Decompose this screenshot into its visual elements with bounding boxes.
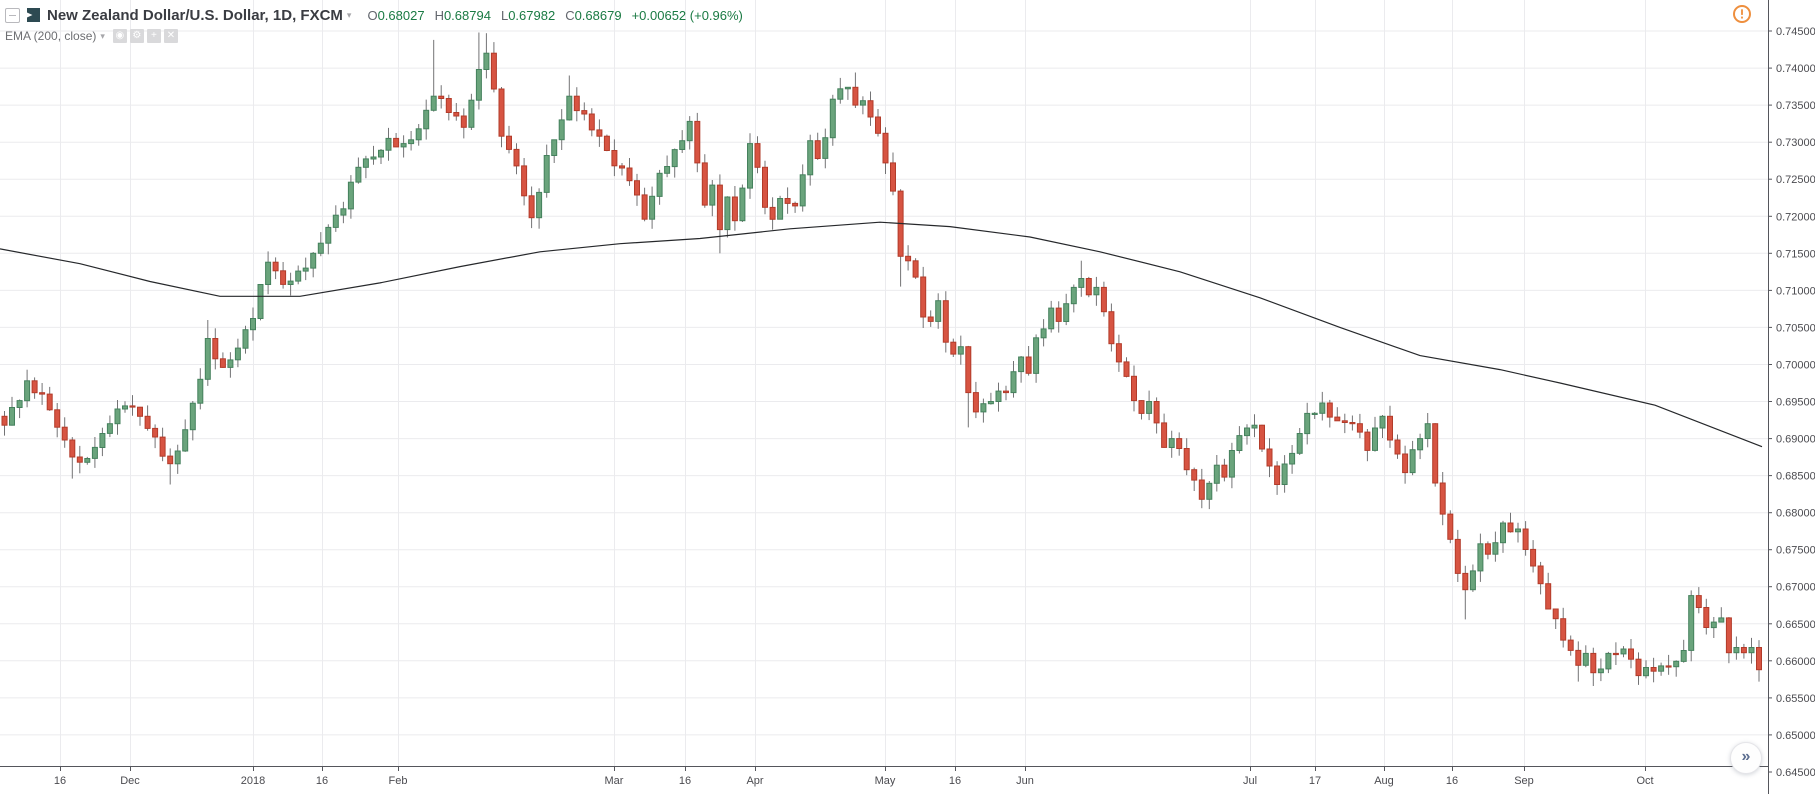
svg-text:May: May (875, 775, 896, 787)
svg-text:0.73500: 0.73500 (1776, 100, 1815, 112)
svg-text:16: 16 (316, 775, 328, 787)
svg-text:Feb: Feb (389, 775, 408, 787)
ema-indicator-label[interactable]: EMA (200, close) (5, 29, 97, 43)
chevron-down-icon[interactable]: ▾ (100, 30, 105, 41)
ema-line (0, 221, 1763, 448)
svg-text:0.68000: 0.68000 (1776, 508, 1815, 520)
open-label: O (367, 7, 378, 23)
high-value: 0.68794 (443, 7, 491, 23)
svg-text:Apr: Apr (746, 775, 763, 787)
close-icon[interactable]: ✕ (163, 29, 178, 43)
svg-text:Oct: Oct (1636, 775, 1653, 787)
svg-text:Sep: Sep (1514, 775, 1534, 787)
svg-text:Jul: Jul (1243, 775, 1257, 787)
low-label: L (500, 7, 509, 23)
open-value: 0.68027 (377, 7, 425, 23)
svg-text:2018: 2018 (241, 775, 265, 787)
time-scale[interactable]: 16 Dec 2018 16 Feb Mar 16 Apr May 16 Jun Jul 17 Aug 16… (54, 766, 1654, 787)
svg-text:Mar: Mar (605, 775, 624, 787)
svg-text:0.71000: 0.71000 (1776, 285, 1815, 297)
svg-text:0.74500: 0.74500 (1776, 26, 1815, 38)
symbol-title[interactable]: New Zealand Dollar/U.S. Dollar, 1D, FXCM (47, 6, 343, 24)
svg-text:0.66500: 0.66500 (1776, 619, 1815, 631)
close-label: C (565, 7, 575, 23)
svg-text:0.72500: 0.72500 (1776, 174, 1815, 186)
alert-icon[interactable] (1732, 4, 1752, 24)
chart-legend: New Zealand Dollar/U.S. Dollar, 1D, FXCM… (5, 5, 743, 45)
svg-text:0.70000: 0.70000 (1776, 360, 1815, 372)
ohlc-values: O 0.68027 H 0.68794 L 0.67982 C 0.68679 +0.0… (367, 8, 742, 23)
gear-icon[interactable]: ⚙ (129, 29, 144, 43)
symbol-legend-row: New Zealand Dollar/U.S. Dollar, 1D, FXCM… (5, 5, 743, 25)
svg-text:16: 16 (949, 775, 961, 787)
svg-text:16: 16 (54, 775, 66, 787)
svg-text:0.64500: 0.64500 (1776, 767, 1815, 779)
change-value: +0.00652 (+0.96%) (631, 7, 743, 23)
svg-text:17: 17 (1309, 775, 1321, 787)
svg-text:0.72000: 0.72000 (1776, 211, 1815, 223)
candles-layer (1, 32, 1762, 686)
svg-text:0.68500: 0.68500 (1776, 471, 1815, 483)
close-value: 0.68679 (574, 7, 622, 23)
instrument-logo-icon (27, 8, 40, 22)
collapse-legend-icon[interactable] (5, 7, 20, 23)
svg-text:0.67500: 0.67500 (1776, 545, 1815, 557)
svg-text:0.67000: 0.67000 (1776, 582, 1815, 594)
axis-borders (0, 0, 1769, 794)
indicator-buttons: ◉ ⚙ + ✕ (112, 29, 181, 43)
chevron-down-icon[interactable]: ▾ (346, 9, 352, 20)
indicator-legend-row: EMA (200, close) ▾ ◉ ⚙ + ✕ (5, 27, 743, 45)
go-to-latest-bar-button[interactable]: » (1730, 742, 1762, 774)
high-label: H (434, 7, 444, 23)
svg-text:0.73000: 0.73000 (1776, 137, 1815, 149)
svg-text:0.65000: 0.65000 (1776, 730, 1815, 742)
svg-text:0.69000: 0.69000 (1776, 434, 1815, 446)
grid-lines (0, 0, 1768, 766)
svg-text:16: 16 (1446, 775, 1458, 787)
svg-text:16: 16 (679, 775, 691, 787)
plus-icon[interactable]: + (146, 29, 161, 43)
eye-icon[interactable]: ◉ (112, 29, 127, 43)
svg-text:Jun: Jun (1016, 775, 1034, 787)
svg-text:0.66000: 0.66000 (1776, 656, 1815, 668)
svg-text:Dec: Dec (120, 775, 140, 787)
svg-text:0.74000: 0.74000 (1776, 63, 1815, 75)
price-scale[interactable]: 0.74500 0.74000 0.73500 0.73000 0.72500 0.720… (1768, 26, 1815, 779)
svg-text:Aug: Aug (1374, 775, 1394, 787)
svg-text:0.65500: 0.65500 (1776, 693, 1815, 705)
svg-text:0.69500: 0.69500 (1776, 397, 1815, 409)
low-value: 0.67982 (508, 7, 556, 23)
svg-text:0.70500: 0.70500 (1776, 322, 1815, 334)
minus-icon (9, 14, 16, 16)
svg-text:0.71500: 0.71500 (1776, 248, 1815, 260)
